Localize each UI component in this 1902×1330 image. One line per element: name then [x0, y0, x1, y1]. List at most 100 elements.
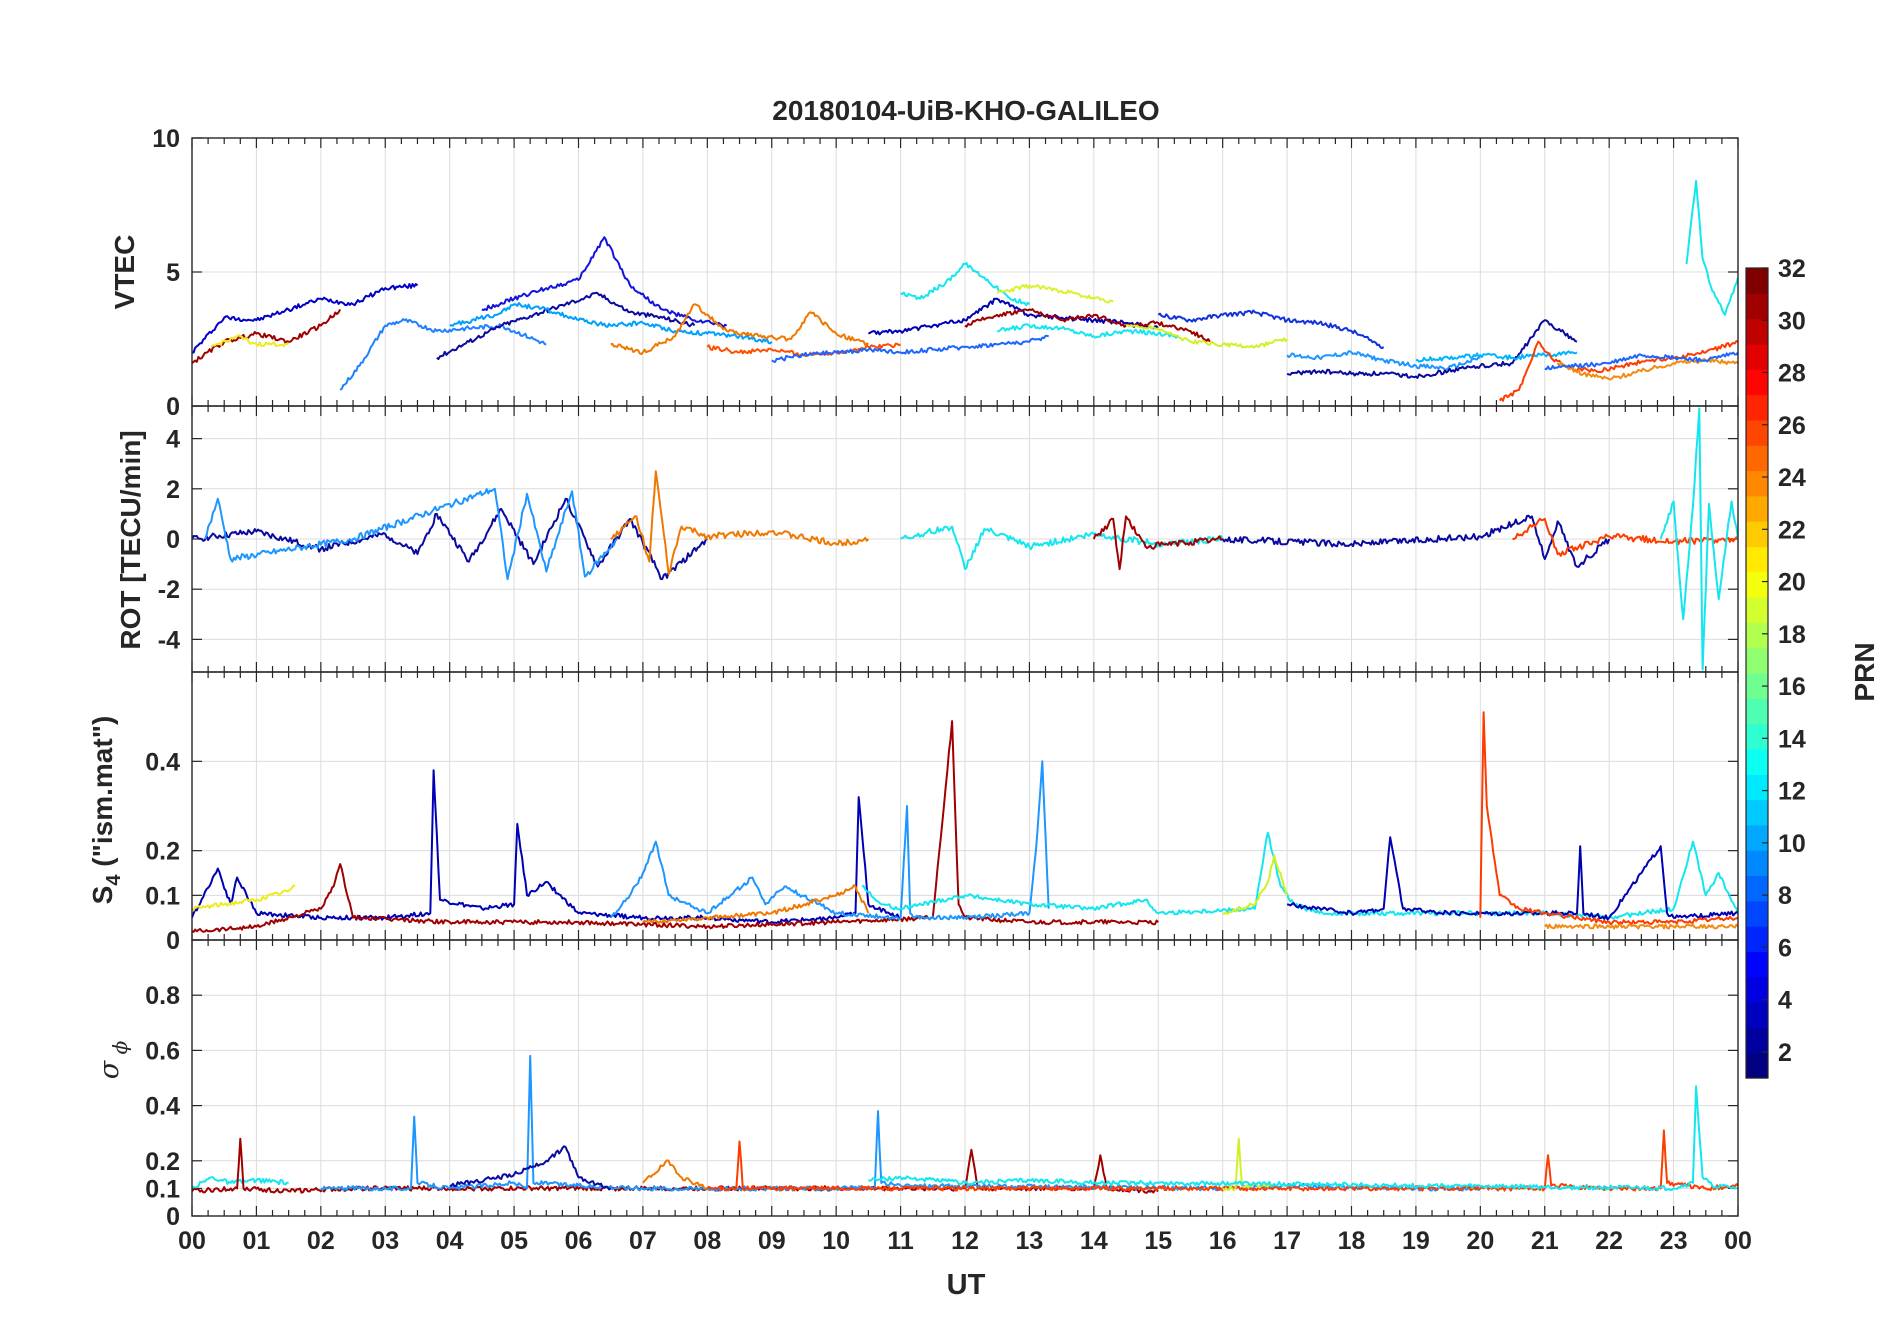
colorbar-tick-label: 18 [1778, 621, 1806, 649]
colorbar-segment [1746, 622, 1768, 649]
colorbar-tick-label: 4 [1778, 987, 1792, 1015]
y-tick-label: 10 [152, 125, 180, 153]
x-tick-label: 11 [887, 1227, 914, 1255]
colorbar-segment [1746, 343, 1768, 370]
series-line [996, 283, 1114, 304]
chart-title: 20180104-UiB-KHO-GALILEO [772, 95, 1159, 126]
x-tick-label: 10 [822, 1227, 850, 1255]
y-tick-label: 0 [166, 927, 180, 955]
colorbar-tick-label: 12 [1778, 778, 1806, 806]
colorbar-tick-label: 8 [1778, 882, 1792, 910]
colorbar-segment [1746, 597, 1768, 623]
series-line [771, 334, 1049, 363]
series-line [642, 884, 870, 924]
x-tick-label: 00 [1724, 1227, 1752, 1255]
series-line [210, 334, 290, 348]
colorbar-segment [1746, 546, 1768, 573]
y-tick-label: 0.4 [145, 748, 180, 776]
series-group [192, 1054, 1738, 1194]
series-group [192, 407, 1738, 671]
series-line [1286, 350, 1481, 371]
series-line [192, 720, 1159, 933]
series-line [1659, 407, 1738, 671]
series-line [609, 760, 1050, 921]
series-line [1544, 923, 1738, 930]
y-tick-label: 5 [166, 259, 180, 287]
x-tick-label: 23 [1660, 1227, 1688, 1255]
colorbar-segment [1746, 445, 1768, 472]
colorbar-segment [1746, 698, 1768, 725]
series-line [1544, 351, 1738, 371]
series-line [1685, 179, 1738, 316]
colorbar-segment [1746, 318, 1768, 345]
series-line [1157, 309, 1385, 350]
axes-frame [191, 939, 1739, 1217]
x-tick-label: 07 [629, 1227, 657, 1255]
colorbar-segment [1746, 293, 1768, 320]
colorbar-segment [1746, 875, 1768, 902]
colorbar-tick-label: 30 [1778, 307, 1806, 335]
colorbar-tick-label: 16 [1778, 673, 1806, 701]
colorbar-segment [1746, 723, 1768, 750]
series-line [642, 1159, 708, 1190]
series-line [339, 318, 547, 391]
series-line [192, 308, 342, 364]
colorbar-tick-label: 6 [1778, 934, 1792, 962]
colorbar-segment [1746, 419, 1768, 446]
colorbar-segment [1746, 495, 1768, 522]
series-line [706, 1129, 1738, 1192]
s4-panel: 0 0.1 0.2 0.4 [145, 671, 1739, 955]
sigma-phi-panel: 00.10.2 0.4 0.6 0.8 00 01 02 03 04 05 06 07 08 09 10 11… [145, 939, 1752, 1255]
series-group [192, 711, 1738, 933]
series-line [1498, 340, 1738, 402]
colorbar-tick-label: 26 [1778, 412, 1806, 440]
series-line [1221, 1137, 1275, 1192]
series-group [192, 179, 1738, 402]
colorbar-segment [1746, 1002, 1768, 1028]
series-line [997, 323, 1179, 339]
colorbar-segment [1746, 774, 1768, 801]
colorbar-tick-label: 2 [1778, 1039, 1792, 1067]
y-tick-label: 4 [166, 426, 180, 454]
colorbar-segment [1746, 470, 1768, 497]
y-tick-label: 0.2 [145, 838, 180, 866]
series-line [1125, 324, 1288, 349]
x-tick-label: 17 [1273, 1227, 1301, 1255]
colorbar-segment [1746, 369, 1768, 396]
series-line [204, 487, 618, 581]
series-line [192, 769, 901, 925]
series-line [1479, 711, 1738, 926]
x-tick-label: 13 [1016, 1227, 1044, 1255]
colorbar-frame [1745, 267, 1769, 1079]
x-tick-label: 12 [951, 1227, 979, 1255]
colorbar-segment [1746, 824, 1768, 851]
x-tick-label: 00 [178, 1227, 206, 1255]
series-line [1286, 319, 1578, 379]
y-tick-label: 0.4 [145, 1093, 180, 1121]
colorbar-label: PRN [1849, 642, 1880, 701]
colorbar-segment [1746, 951, 1768, 978]
rot-ylabel: ROT [TECU/min] [115, 430, 146, 649]
colorbar-segment [1746, 571, 1768, 598]
x-tick-label: 02 [307, 1227, 335, 1255]
x-tick-label: 08 [693, 1227, 721, 1255]
x-tick-label: 18 [1338, 1227, 1366, 1255]
colorbar-segment [1746, 394, 1768, 421]
series-line [1222, 854, 1289, 915]
x-tick-label: 21 [1531, 1227, 1559, 1255]
series-line [192, 1176, 289, 1190]
series-line [449, 302, 773, 345]
y-tick-label: 0.1 [145, 1175, 180, 1203]
colorbar-tick-label: 10 [1778, 830, 1806, 858]
x-tick-label: 04 [436, 1227, 464, 1255]
series-line [449, 1145, 612, 1191]
series-line [192, 884, 296, 912]
colorbar-segment [1746, 647, 1768, 674]
series-line [964, 308, 1211, 343]
colorbar-tick-label: 28 [1778, 360, 1806, 388]
x-tick-label: 15 [1144, 1227, 1172, 1255]
y-tick-label: -2 [158, 576, 180, 604]
y-tick-label: 0.1 [145, 882, 180, 910]
